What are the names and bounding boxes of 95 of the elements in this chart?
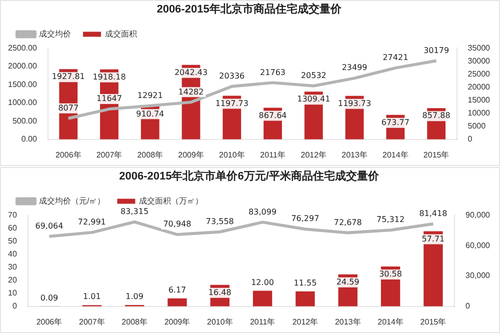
x-tick-label: 2007年 [96,150,122,160]
data-label: 1918.18 [92,72,126,82]
data-label: 673.77 [381,118,410,127]
y-tick-label: 60 [8,223,18,232]
data-label: 0.09 [40,293,58,302]
y-tick-label: 20 [8,276,18,285]
y-tick-label: 2000.00 [8,62,38,71]
y2-tick-label: 15000 [468,96,491,105]
y2-tick-label: 60,000 [466,240,491,250]
x-tick-label: 2009年 [164,317,190,326]
data-label: 20336 [219,71,245,80]
bar [296,291,315,306]
bar [252,290,272,306]
y2-tick-label: 25000 [468,69,491,78]
x-tick-label: 2010年 [218,150,245,160]
y-tick-label: 50 [8,236,18,246]
x-tick-label: 2012年 [300,150,327,160]
y-tick-label: 1000.00 [8,98,38,108]
legend-label: 成交均价（元/㎡） [39,196,106,206]
y2-tick-label: 0 [466,302,471,311]
data-label: 81,418 [419,208,448,218]
data-label: 1927.81 [52,72,85,82]
data-label: 30.58 [379,270,402,279]
y2-tick-label: 5000 [468,122,486,131]
x-tick-label: 2012年 [292,317,318,326]
data-label: 30179 [424,46,450,55]
data-label: 20532 [300,70,326,80]
data-label: 1.01 [82,292,101,302]
y-tick-label: 30 [8,262,18,272]
x-tick-label: 2013年 [334,317,361,326]
data-label: 21763 [260,68,286,77]
y-tick-label: 40 [8,249,18,258]
x-tick-label: 2010年 [206,317,233,326]
data-label: 11647 [96,94,122,104]
data-label: 24.59 [336,277,360,286]
data-label: 83,099 [248,207,277,216]
x-tick-label: 2014年 [378,317,404,326]
data-label: 83,315 [120,207,149,216]
x-tick-label: 2006年 [36,317,62,326]
data-label: 72,991 [78,218,106,227]
data-label: 1309.41 [297,94,330,104]
y-tick-label: 0 [12,302,18,311]
legend-label: 成交面积（万㎡） [139,196,204,206]
data-label: 76,297 [291,214,320,224]
y2-tick-label: 30000 [468,56,491,66]
data-label: 1.09 [126,292,144,302]
y2-tick-label: 20000 [468,82,491,92]
data-label: 23499 [342,63,368,72]
y2-tick-label: 90,000 [466,210,491,220]
y-tick-label: 10 [8,288,18,298]
data-label: 8077 [58,103,79,112]
data-label: 12.00 [251,278,274,287]
legend-label: 成交均价 [39,29,71,38]
y-tick-label: 2500.00 [8,43,38,52]
y-tick-label: 1500.00 [8,80,38,89]
x-tick-label: 2009年 [178,150,204,160]
x-tick-label: 2015年 [423,150,450,160]
data-label: 1193.73 [338,98,372,108]
x-tick-label: 2007年 [78,317,105,326]
x-tick-label: 2006年 [55,150,82,160]
data-label: 75,312 [376,215,405,224]
legend-label: 成交面积 [105,29,137,38]
data-label: 867.64 [258,110,287,120]
y-tick-label: 70 [8,210,18,220]
data-label: 11.55 [294,278,317,288]
x-tick-label: 2008年 [137,150,164,160]
y2-tick-label: 10000 [468,108,491,118]
chart-title: 2006-2015年北京市单价6万元/平米商品住宅成交量价 [119,170,380,183]
y2-tick-label: 30,000 [466,271,491,280]
y-tick-label: 0.00 [21,134,38,144]
data-label: 2042.43 [174,68,208,77]
data-label: 73,558 [206,216,234,226]
data-label: 57.71 [422,234,445,244]
chart-title: 2006-2015年北京市商品住宅成交量价 [156,2,342,16]
data-label: 14282 [178,87,204,96]
data-label: 857.88 [422,111,450,120]
data-label: 27421 [382,53,408,62]
data-label: 12921 [137,90,163,100]
x-tick-label: 2011年 [260,150,286,160]
y-tick-label: 500.00 [12,116,38,126]
x-tick-label: 2008年 [122,317,148,326]
data-label: 1197.73 [215,98,248,108]
x-tick-label: 2014年 [382,150,408,160]
data-label: 70,948 [163,220,192,229]
x-tick-label: 2011年 [250,317,276,326]
y2-tick-label: 0 [468,134,473,144]
data-label: 69,064 [35,221,64,230]
data-label: 6.17 [168,285,186,294]
data-label: 72,678 [334,218,362,227]
y2-tick-label: 35000 [468,43,491,52]
data-label: 910.74 [136,109,164,118]
data-label: 16.48 [208,288,232,298]
x-tick-label: 2015年 [420,317,446,326]
x-tick-label: 2013年 [342,150,368,160]
bar [168,298,187,306]
